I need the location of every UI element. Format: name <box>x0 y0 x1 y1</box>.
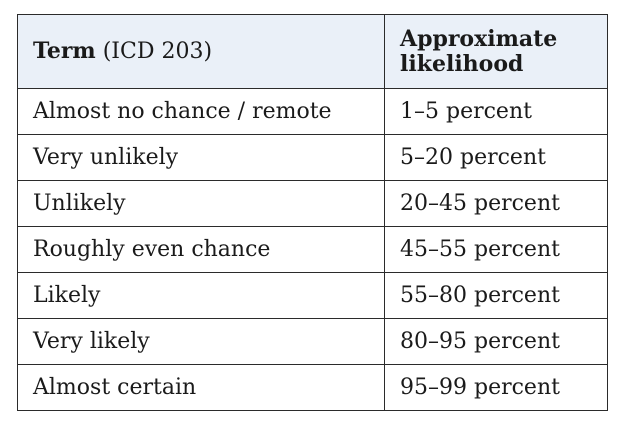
likelihood-cell: 45–55 percent <box>384 226 608 273</box>
table-row: Likely 55–80 percent <box>17 272 608 319</box>
likelihood-cell: 20–45 percent <box>384 180 608 227</box>
table-row: Roughly even chance 45–55 percent <box>17 226 608 273</box>
header-row: Term (ICD 203) Approximate likelihood <box>17 14 608 89</box>
table-header: Term (ICD 203) Approximate likelihood <box>17 14 608 89</box>
header-likelihood-line1: Approximate <box>400 25 558 52</box>
term-cell: Very likely <box>17 318 385 365</box>
header-term: Term (ICD 203) <box>17 14 385 89</box>
likelihood-cell: 1–5 percent <box>384 88 608 135</box>
likelihood-table: Term (ICD 203) Approximate likelihood Alm… <box>17 14 608 411</box>
term-cell: Unlikely <box>17 180 385 227</box>
term-cell: Very unlikely <box>17 134 385 181</box>
header-likelihood: Approximate likelihood <box>384 14 608 89</box>
table-row: Unlikely 20–45 percent <box>17 180 608 227</box>
term-cell: Almost no chance / remote <box>17 88 385 135</box>
table-body: Almost no chance / remote 1–5 percent Ve… <box>17 88 608 411</box>
likelihood-cell: 55–80 percent <box>384 272 608 319</box>
likelihood-cell: 5–20 percent <box>384 134 608 181</box>
header-term-bold: Term <box>33 38 96 64</box>
table-row: Very likely 80–95 percent <box>17 318 608 365</box>
table-row: Almost certain 95–99 percent <box>17 364 608 411</box>
term-cell: Roughly even chance <box>17 226 385 273</box>
term-cell: Likely <box>17 272 385 319</box>
header-likelihood-line2: likelihood <box>400 50 524 77</box>
likelihood-cell: 95–99 percent <box>384 364 608 411</box>
table-row: Very unlikely 5–20 percent <box>17 134 608 181</box>
term-cell: Almost certain <box>17 364 385 411</box>
header-term-rest: (ICD 203) <box>95 39 213 64</box>
likelihood-cell: 80–95 percent <box>384 318 608 365</box>
table-row: Almost no chance / remote 1–5 percent <box>17 88 608 135</box>
